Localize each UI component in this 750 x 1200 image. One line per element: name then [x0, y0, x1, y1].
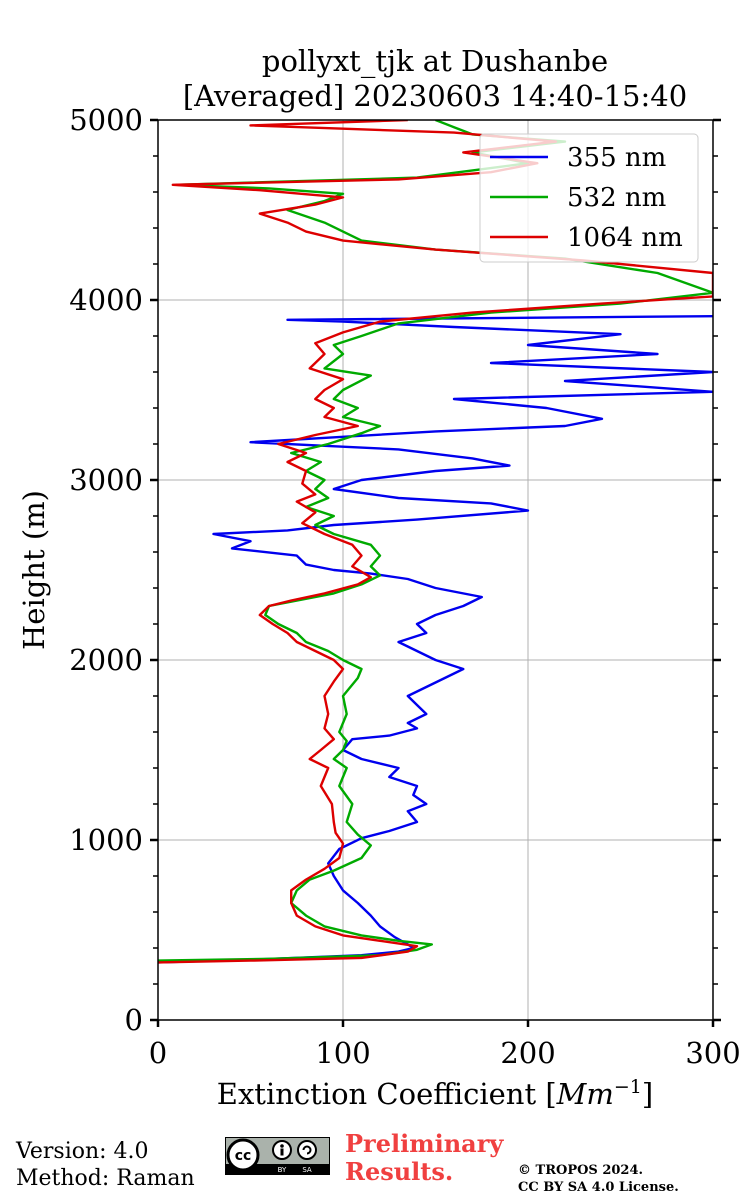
- svg-text:BY: BY: [278, 1166, 287, 1174]
- svg-text:cc: cc: [235, 1148, 252, 1164]
- preliminary-results-line2: Results.: [345, 1157, 454, 1186]
- cc-by-sa-logo: cc BY SA: [225, 1137, 330, 1175]
- x-axis-label: Extinction Coefficient [Mm−1]: [217, 1076, 653, 1111]
- series-line-532-nm: [158, 120, 713, 962]
- preliminary-results-line1: Preliminary: [345, 1129, 504, 1158]
- y-tick-label: 1000: [69, 823, 143, 857]
- series-layer: [158, 120, 713, 964]
- series-line-355-nm: [158, 315, 713, 964]
- svg-text:SA: SA: [302, 1166, 312, 1174]
- chart-legend: 355 nm 532 nm 1064 nm: [479, 133, 699, 263]
- y-tick-label: 2000: [69, 643, 143, 677]
- y-tick-label: 5000: [69, 103, 143, 137]
- y-tick-label: 4000: [69, 283, 143, 317]
- x-tick-label: 0: [149, 1036, 167, 1070]
- legend-label: 532 nm: [567, 183, 666, 213]
- chart-title: pollyxt_tjk at Dushanbe: [262, 44, 608, 79]
- plot-frame: [157, 119, 714, 1021]
- copyright-line1: © TROPOS 2024.: [518, 1163, 644, 1178]
- y-axis-label: Height (m): [17, 490, 51, 650]
- copyright-line2: CC BY SA 4.0 License.: [518, 1180, 679, 1195]
- x-tick-label: 100: [315, 1036, 370, 1070]
- y-tick-label: 3000: [69, 463, 143, 497]
- y-tick-label: 0: [125, 1003, 143, 1037]
- version-label: Version: 4.0: [16, 1139, 149, 1164]
- legend-label: 355 nm: [567, 143, 666, 173]
- x-tick-label: 300: [685, 1036, 740, 1070]
- method-label: Method: Raman: [16, 1166, 195, 1191]
- axis-ticks: [150, 118, 721, 1027]
- legend-box: [479, 133, 699, 263]
- legend-label: 1064 nm: [567, 223, 683, 253]
- chart-subtitle: [Averaged] 20230603 14:40-15:40: [183, 79, 687, 113]
- x-tick-label: 200: [500, 1036, 555, 1070]
- series-line-1064-nm: [158, 120, 713, 964]
- extinction-profile-chart: pollyxt_tjk at Dushanbe [Averaged] 20230…: [17, 44, 741, 1111]
